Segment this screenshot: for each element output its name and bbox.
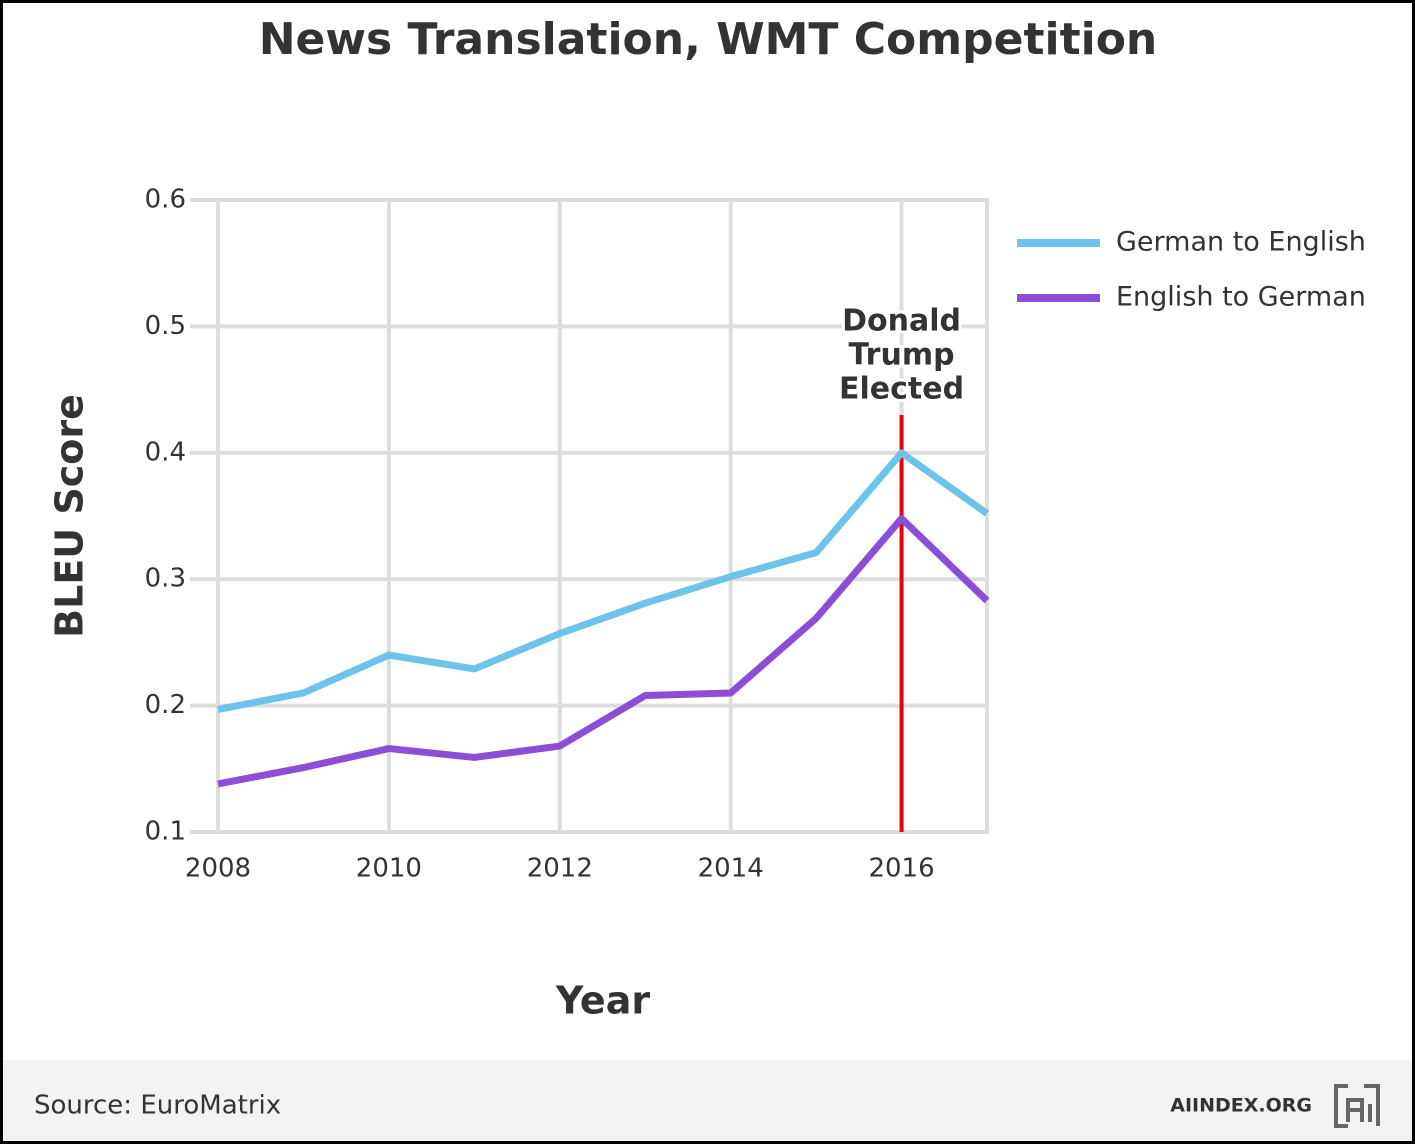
annotation-text: Elected bbox=[839, 372, 964, 407]
legend-label: English to German bbox=[1116, 282, 1366, 313]
y-tick-label: 0.1 bbox=[145, 817, 186, 847]
series-line bbox=[217, 449, 990, 713]
y-axis-label: BLEU Score bbox=[48, 394, 92, 638]
annotation-text: Donald bbox=[842, 304, 961, 339]
x-tick-label: 2014 bbox=[698, 854, 764, 884]
x-tick-label: 2010 bbox=[356, 854, 422, 884]
y-tick-label: 0.3 bbox=[145, 564, 186, 594]
y-tick-label: 0.2 bbox=[145, 690, 186, 720]
legend-label: German to English bbox=[1116, 227, 1366, 258]
y-tick-label: 0.4 bbox=[145, 437, 186, 467]
y-tick-label: 0.5 bbox=[145, 311, 186, 341]
x-tick-label: 2016 bbox=[868, 854, 934, 884]
y-tick-label: 0.6 bbox=[145, 185, 186, 215]
plot-border bbox=[216, 198, 989, 834]
logo bbox=[1334, 1084, 1380, 1128]
brand: AIINDEX.ORG bbox=[1170, 1095, 1312, 1117]
x-axis-label: Year bbox=[555, 979, 650, 1023]
chart-title: News Translation, WMT Competition bbox=[259, 14, 1158, 65]
series-line bbox=[217, 515, 990, 788]
x-tick-label: 2012 bbox=[527, 854, 593, 884]
x-tick-label: 2008 bbox=[185, 854, 251, 884]
footer bbox=[3, 1060, 1412, 1141]
annotation-text: Trump bbox=[849, 338, 955, 373]
source: Source: EuroMatrix bbox=[34, 1091, 281, 1121]
